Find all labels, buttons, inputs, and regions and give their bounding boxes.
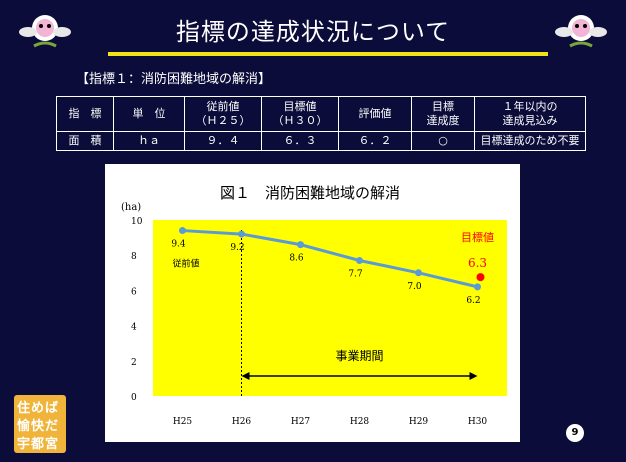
badge-line: 住めば [17, 401, 60, 416]
data-point [179, 227, 186, 235]
period-label: 事業期間 [335, 349, 383, 363]
data-label: 6.2 [466, 296, 480, 306]
table-cell: ○ [411, 131, 475, 151]
x-tick-label: H30 [468, 417, 488, 427]
data-label: 8.6 [289, 254, 304, 264]
chart-title: 図１ 消防困難地域の解消 [220, 184, 400, 202]
data-label: 7.0 [407, 282, 422, 292]
data-point [297, 241, 304, 249]
series-line [182, 229, 478, 289]
y-tick-label: 4 [131, 323, 137, 333]
arrow-right-icon [469, 372, 478, 380]
y-tick-label: 2 [131, 358, 137, 368]
data-point [415, 269, 422, 277]
mascot-left [16, 6, 74, 52]
y-tick-label: 10 [131, 217, 143, 227]
data-label: 7.7 [348, 269, 363, 279]
x-tick-label: H25 [173, 417, 193, 427]
badge-line: 愉快だ [17, 419, 60, 434]
table-header-cell: 単 位 [113, 96, 185, 132]
table-cell: ６．２ [338, 131, 412, 151]
table-cell: ９．４ [184, 131, 262, 151]
baseline-label: 従前値 [173, 258, 200, 270]
y-tick-label: 6 [131, 287, 137, 297]
data-label: 9.2 [230, 243, 244, 253]
table-cell: ｈａ [113, 131, 185, 151]
kpi-table: 指 標 単 位 従前値 （Ｈ２５） 目標値 （Ｈ３０） 評価値 目標 達成度 １年以内… [56, 96, 586, 151]
arrow-left-icon [241, 372, 250, 380]
table-cell: 目標達成のため不要 [474, 131, 586, 151]
target-value-label: 6.3 [468, 256, 487, 270]
y-tick-label: 0 [131, 393, 137, 403]
x-tick-label: H26 [232, 417, 252, 427]
table-header-cell: 目標値 （Ｈ３０） [261, 96, 339, 132]
table-header-cell: １年以内の 達成見込み [474, 96, 586, 132]
mascot-right [552, 6, 610, 52]
table-header-cell: 従前値 （Ｈ２５） [184, 96, 262, 132]
table-header-cell: 指 標 [56, 96, 114, 132]
title-underline [108, 52, 548, 56]
target-point [476, 273, 485, 282]
y-axis-unit: (ha) [121, 202, 141, 213]
data-label: 9.4 [171, 240, 186, 250]
section-heading: 【指標１：消防困難地域の解消】 [76, 72, 272, 87]
badge-line: 宇都宮 [17, 437, 60, 452]
table-cell: 面 積 [56, 131, 114, 151]
table-header-cell: 評価値 [338, 96, 412, 132]
chart-container: 図１ 消防困難地域の解消 (ha) 0 2 4 6 8 10 H25 H26 H27 H28 H2… [105, 164, 520, 442]
table-header-row: 指 標 単 位 従前値 （Ｈ２５） 目標値 （Ｈ３０） 評価値 目標 達成度 １年以内… [56, 96, 586, 132]
plot-area [153, 220, 507, 396]
data-point [474, 283, 481, 291]
page-title: 指標の達成状況について [175, 18, 451, 46]
table-header-cell: 目標 達成度 [411, 96, 475, 132]
chart-svg: 図１ 消防困難地域の解消 (ha) 0 2 4 6 8 10 H25 H26 H27 H28 H2… [121, 184, 507, 427]
page-number: 9 [566, 424, 584, 442]
x-tick-label: H29 [409, 417, 429, 427]
mascot-right-icon [555, 15, 607, 48]
x-tick-label: H28 [350, 417, 370, 427]
data-point [238, 230, 245, 238]
mascot-left-icon [19, 15, 71, 48]
target-label: 目標値 [461, 230, 494, 244]
data-point [356, 256, 363, 264]
table-cell: ６．３ [261, 131, 339, 151]
table-row: 面 積 ｈａ ９．４ ６．３ ６．２ ○ 目標達成のため不要 [56, 131, 586, 151]
x-tick-label: H27 [291, 417, 311, 427]
y-tick-label: 8 [131, 252, 137, 262]
city-slogan-badge: 住めば 愉快だ 宇都宮 [14, 395, 66, 453]
